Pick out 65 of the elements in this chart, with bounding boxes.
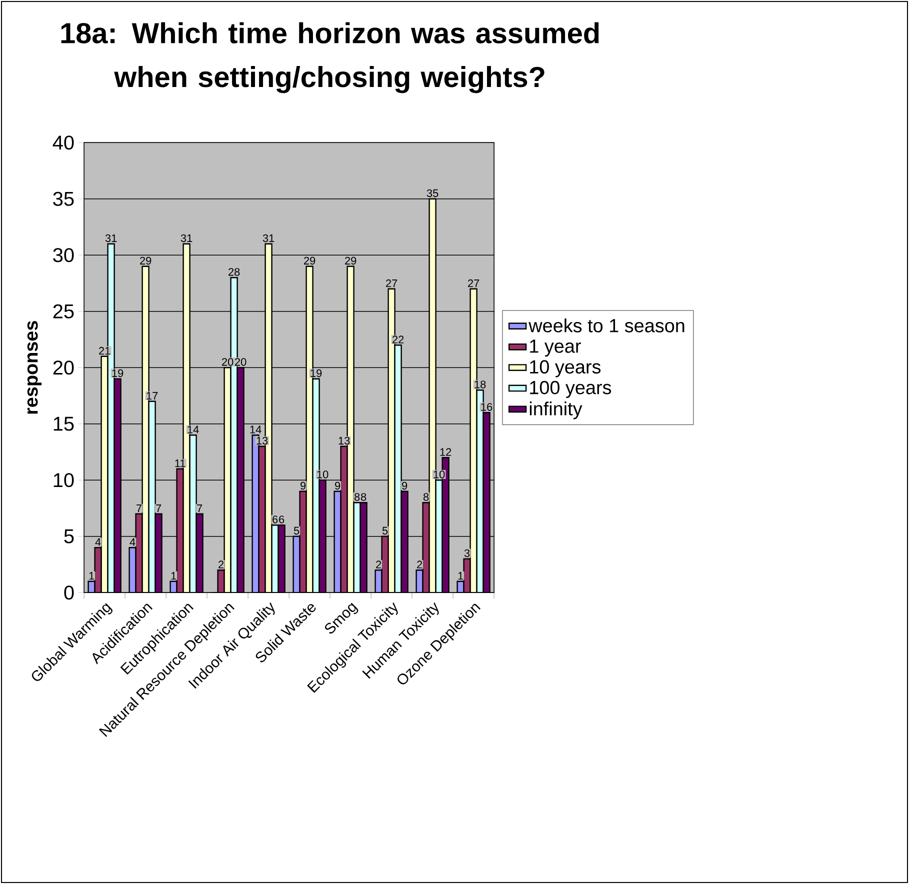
data-label: 31 (262, 234, 274, 242)
data-label: 14 (188, 426, 199, 434)
data-label: 2 (417, 560, 422, 568)
data-label: 12 (440, 448, 452, 456)
data-label: 17 (146, 392, 158, 400)
y-tick-label: 25 (53, 304, 74, 318)
y-tick-label: 15 (54, 416, 74, 431)
data-label: 1 (458, 572, 464, 580)
data-label: 27 (386, 279, 398, 288)
y-tick-label: 10 (54, 473, 74, 488)
legend-label: 10 years (530, 360, 601, 378)
data-label: 9 (335, 482, 340, 490)
y-tick-label: 5 (64, 529, 74, 544)
data-label: 29 (345, 256, 356, 265)
data-label: 9 (402, 482, 408, 490)
data-label: 3 (464, 549, 470, 558)
data-label: 18 (474, 380, 486, 388)
data-label: 5 (294, 526, 300, 535)
data-label: 29 (304, 256, 316, 265)
y-tick-label: 30 (53, 248, 74, 262)
y-axis-title: responses (27, 321, 42, 414)
data-label: 28 (228, 268, 240, 276)
data-label: 14 (250, 426, 262, 434)
data-label: 10 (434, 470, 445, 478)
data-label: 4 (95, 538, 101, 546)
data-label: 20 (235, 358, 246, 366)
data-label: 13 (256, 436, 268, 445)
chart-title: 18a: Which time horizon was assumed when setting/chosing weights? (61, 22, 599, 94)
data-label: 11 (175, 460, 186, 468)
y-tick-label: 20 (53, 360, 74, 375)
data-label: 35 (426, 189, 438, 198)
data-label: 9 (300, 482, 306, 490)
data-label: 22 (392, 336, 404, 344)
legend-label: infinity (530, 402, 582, 420)
legend-label: 100 years (530, 380, 612, 398)
data-label: 20 (222, 358, 234, 366)
data-label: 8 (423, 493, 429, 501)
data-label: 7 (136, 504, 142, 512)
data-label: 2 (218, 560, 224, 568)
data-label: 5 (382, 526, 388, 535)
data-label: 29 (140, 256, 152, 265)
data-label: 1 (171, 572, 176, 580)
data-label: 10 (317, 470, 328, 478)
data-label: 8 (354, 493, 360, 501)
data-label: 8 (360, 493, 366, 501)
data-label: 4 (130, 538, 136, 546)
y-tick-label: 40 (52, 136, 74, 150)
data-label: 19 (112, 369, 124, 378)
data-label: 31 (180, 234, 192, 242)
legend-label: 1 year (530, 340, 581, 357)
data-label: 6 (272, 516, 278, 524)
data-label: 31 (105, 234, 117, 242)
data-label: 1 (89, 572, 94, 580)
legend-label: weeks to 1 season (528, 318, 684, 332)
data-label: 6 (279, 516, 284, 524)
data-label: 16 (481, 403, 492, 411)
data-label: 21 (99, 346, 110, 355)
data-label: 27 (468, 279, 480, 288)
data-label: 19 (310, 369, 322, 378)
data-label: 7 (156, 504, 162, 512)
y-tick-label: 0 (64, 586, 74, 600)
data-label: 7 (197, 504, 202, 512)
y-tick-label: 35 (53, 192, 74, 206)
data-label: 2 (376, 560, 382, 568)
data-label: 13 (338, 436, 350, 445)
